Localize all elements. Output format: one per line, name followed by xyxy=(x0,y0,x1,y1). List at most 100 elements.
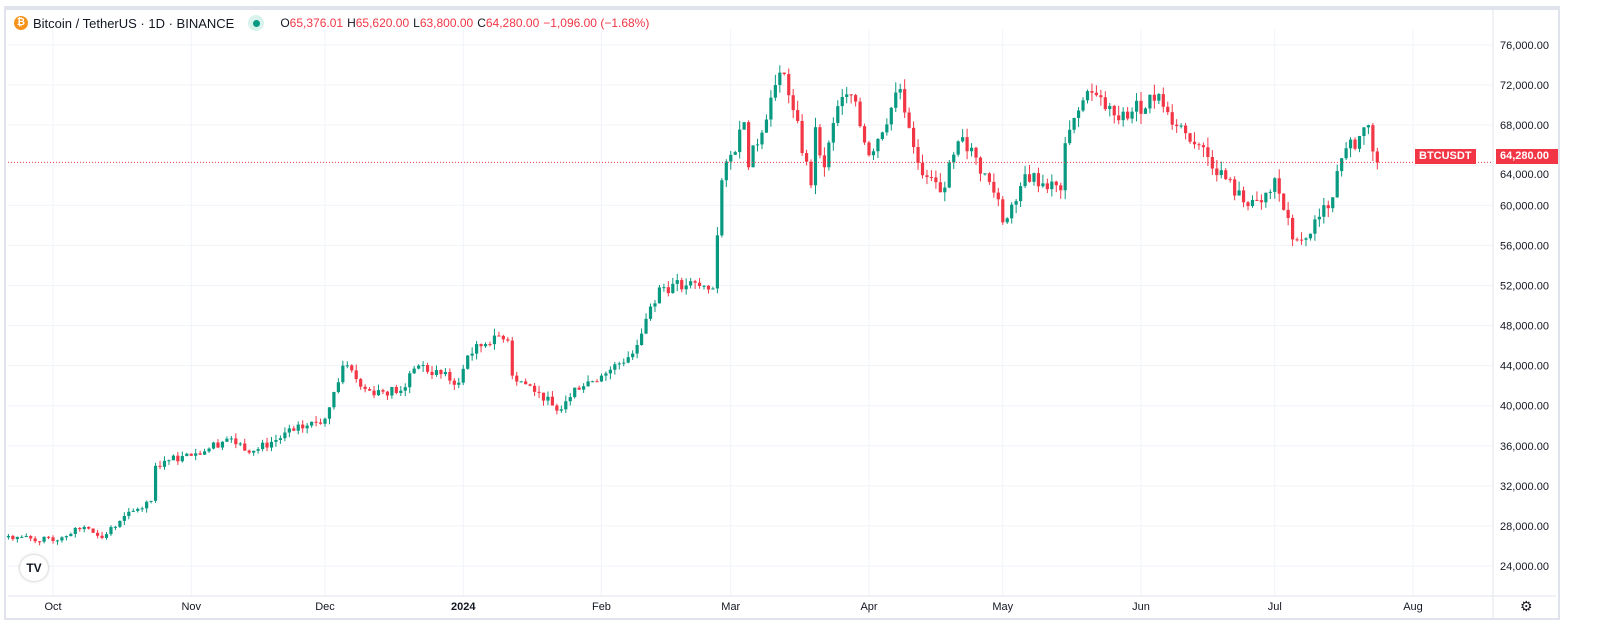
candle-body xyxy=(171,455,175,461)
x-tick-label: Mar xyxy=(721,601,740,613)
candle-body xyxy=(1308,233,1313,239)
candle-body xyxy=(1085,91,1090,101)
candle-body xyxy=(760,132,764,145)
candle-body xyxy=(448,372,452,381)
y-tick-label: 68,000.00 xyxy=(1500,120,1549,132)
y-tick-label: 52,000.00 xyxy=(1500,280,1549,292)
candle-body xyxy=(1317,216,1321,220)
candle-body xyxy=(555,405,559,411)
candle-body xyxy=(6,535,11,538)
candle-body xyxy=(738,129,742,153)
market-status-icon[interactable] xyxy=(248,15,265,31)
candle-body xyxy=(376,390,381,396)
candle-body xyxy=(394,387,398,393)
candle-body xyxy=(510,340,514,376)
candle-body xyxy=(220,441,225,448)
candle-body xyxy=(87,526,91,529)
y-tick-label: 60,000.00 xyxy=(1500,200,1549,212)
candle-body xyxy=(243,443,247,451)
candle-body xyxy=(136,508,140,511)
candle-body xyxy=(1072,117,1076,130)
candle-body xyxy=(987,173,991,182)
candle-body xyxy=(689,281,693,286)
candle-body xyxy=(109,527,113,535)
candle-body xyxy=(961,137,965,142)
candle-body xyxy=(1335,171,1339,198)
candle-body xyxy=(604,373,608,376)
candle-body xyxy=(336,382,340,393)
y-tick-label: 40,000.00 xyxy=(1500,401,1549,413)
candle-body xyxy=(33,538,37,542)
open-value: 65,376.01 xyxy=(289,16,344,30)
candle-body xyxy=(466,355,470,369)
candle-body xyxy=(269,441,274,448)
candle-body xyxy=(118,520,122,527)
candle-body xyxy=(515,375,519,382)
candle-body xyxy=(42,536,46,542)
candle-body xyxy=(229,438,233,440)
candle-body xyxy=(577,387,581,390)
candle-body xyxy=(354,370,358,380)
candle-body xyxy=(956,141,960,155)
x-tick-label: Oct xyxy=(44,601,61,613)
candle-body xyxy=(1340,158,1344,172)
candle-body xyxy=(755,144,760,146)
x-tick-label: 2024 xyxy=(451,601,476,613)
close-label: C xyxy=(477,16,486,30)
candle-body xyxy=(403,387,407,391)
candle-body xyxy=(1362,127,1366,137)
candle-body xyxy=(831,123,835,143)
candle-body xyxy=(653,303,657,307)
candle-body xyxy=(1322,205,1326,217)
candle-body xyxy=(216,442,220,448)
candle-body xyxy=(1299,239,1304,241)
candle-body xyxy=(965,137,969,152)
candle-body xyxy=(657,287,662,304)
candle-body xyxy=(631,353,635,358)
candle-body xyxy=(385,391,390,396)
candle-body xyxy=(180,456,184,462)
candle-body xyxy=(1161,94,1165,107)
candle-body xyxy=(1076,110,1081,118)
candle-body xyxy=(1036,173,1041,187)
settings-gear-icon[interactable]: ⚙ xyxy=(1520,598,1533,614)
candle-body xyxy=(1188,133,1192,142)
candle-body xyxy=(1313,219,1317,234)
symbol-title[interactable]: Bitcoin / TetherUS · 1D · BINANCE xyxy=(33,15,235,31)
candle-body xyxy=(1099,95,1103,98)
candle-body xyxy=(871,151,876,156)
candle-body xyxy=(1166,106,1170,113)
low-value: 63,800.00 xyxy=(419,16,474,30)
candle-body xyxy=(323,418,327,424)
candle-body xyxy=(1108,105,1112,110)
candle-body xyxy=(60,537,64,541)
candle-body xyxy=(359,379,363,387)
candle-body xyxy=(1353,139,1357,149)
close-value: 64,280.00 xyxy=(485,16,540,30)
candle-body xyxy=(278,438,283,441)
candle-body xyxy=(1014,201,1018,205)
candle-body xyxy=(479,344,483,347)
candle-body xyxy=(947,162,951,188)
tradingview-logo[interactable]: TV xyxy=(20,555,48,581)
candle-body xyxy=(145,501,149,509)
candle-body xyxy=(390,387,394,396)
candle-body xyxy=(862,126,867,143)
candle-body xyxy=(1134,100,1139,112)
x-tick-label: Dec xyxy=(315,601,335,613)
candle-body xyxy=(1268,191,1272,193)
candle-body xyxy=(1081,100,1085,111)
candle-body xyxy=(1094,92,1099,96)
candle-body xyxy=(595,381,599,383)
candle-body xyxy=(64,536,68,538)
candle-body xyxy=(1068,129,1072,144)
candle-body xyxy=(845,94,849,97)
candle-body xyxy=(1010,204,1014,219)
candle-body xyxy=(492,335,497,345)
candle-body xyxy=(78,527,82,530)
ohlc-high: H65,620.00 xyxy=(347,16,409,30)
candle-body xyxy=(559,409,563,411)
candle-body xyxy=(1228,179,1232,181)
change-value: −1,096.00 (−1.68%) xyxy=(543,16,650,30)
